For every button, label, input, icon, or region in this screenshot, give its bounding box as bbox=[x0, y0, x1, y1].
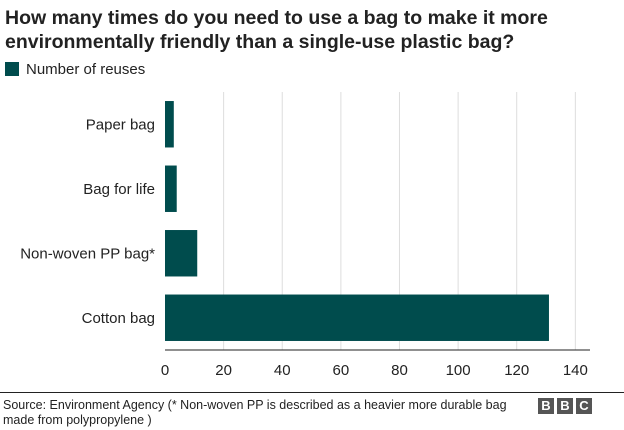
legend-label: Number of reuses bbox=[26, 60, 146, 78]
y-category-label-1: Paper bag bbox=[86, 116, 155, 133]
x-tick-label-20: 20 bbox=[215, 362, 232, 379]
x-tick-label-0: 0 bbox=[161, 362, 169, 379]
bbc-logo-letter-1: B bbox=[538, 398, 554, 414]
bar-cotton-bag bbox=[165, 294, 549, 341]
bar-bag-for-life bbox=[165, 165, 177, 212]
bbc-logo: B B C bbox=[538, 398, 592, 414]
footer-divider bbox=[0, 392, 624, 393]
x-tick-label-140: 140 bbox=[563, 362, 588, 379]
legend: Number of reuses bbox=[5, 60, 145, 78]
chart-title: How many times do you need to use a bag … bbox=[5, 7, 548, 53]
legend-swatch bbox=[5, 62, 19, 76]
source-note: Source: Environment Agency (* Non-woven … bbox=[3, 398, 507, 427]
x-tick-label-120: 120 bbox=[504, 362, 529, 379]
bar-non-woven-pp-bag bbox=[165, 230, 198, 277]
y-category-label-2: Bag for life bbox=[83, 181, 155, 198]
x-tick-label-100: 100 bbox=[446, 362, 471, 379]
bbc-logo-letter-3: C bbox=[576, 398, 592, 414]
y-category-label-3: Non-woven PP bag* bbox=[20, 245, 155, 262]
x-tick-label-40: 40 bbox=[274, 362, 291, 379]
bar-paper-bag bbox=[165, 101, 174, 148]
y-category-label-4: Cotton bag bbox=[82, 310, 155, 327]
bar-chart: 0 20 40 60 80 100 120 140 Paper bag Bag for life N… bbox=[20, 92, 590, 379]
x-tick-label-60: 60 bbox=[333, 362, 350, 379]
bbc-logo-letter-2: B bbox=[557, 398, 573, 414]
x-tick-label-80: 80 bbox=[391, 362, 408, 379]
